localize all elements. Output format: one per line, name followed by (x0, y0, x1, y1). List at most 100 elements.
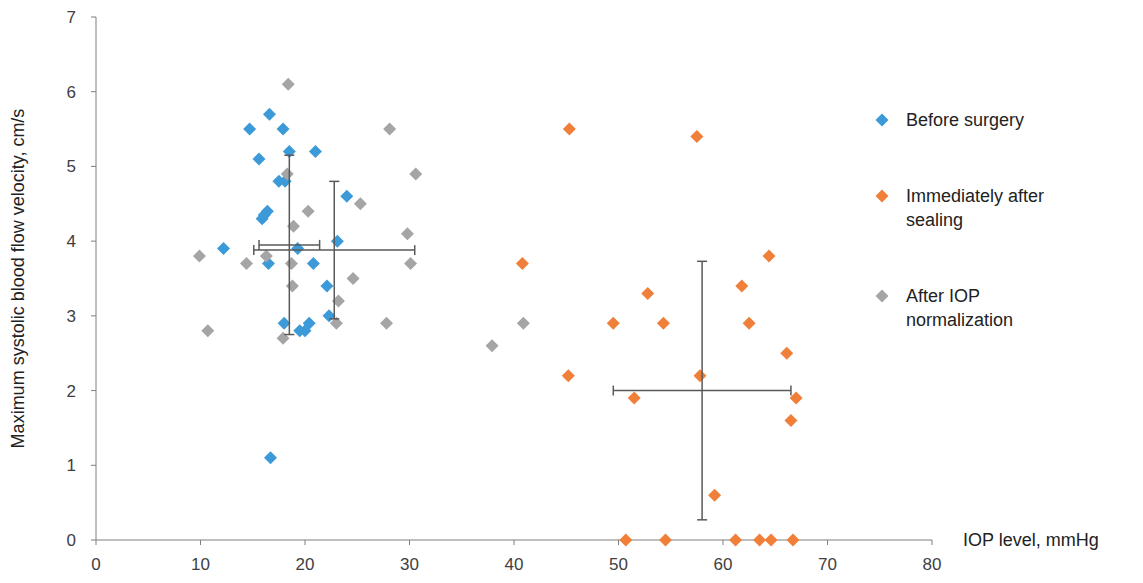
y-tick-label: 3 (67, 307, 76, 326)
point (383, 123, 396, 136)
y-tick (91, 17, 96, 18)
point (735, 279, 748, 292)
error-cap (414, 245, 416, 255)
point (517, 317, 530, 330)
y-tick (91, 390, 96, 391)
x-tick (96, 540, 97, 545)
x-tick (618, 540, 619, 545)
point (201, 324, 214, 337)
y-tick (91, 91, 96, 92)
y-tick-label: 0 (67, 531, 76, 550)
point (307, 257, 320, 270)
y-tick-label: 6 (67, 83, 76, 102)
error-cap (253, 245, 255, 255)
point (253, 152, 266, 165)
point (694, 369, 707, 382)
plot-area (193, 78, 803, 547)
error-cap (319, 240, 321, 250)
legend-line: Immediately after (906, 186, 1044, 206)
y-tick-label: 7 (67, 8, 76, 27)
error-cap (329, 181, 339, 183)
legend-line: After IOP (906, 286, 980, 306)
error-cap (697, 519, 707, 521)
y-tick-label: 4 (67, 232, 76, 251)
point (330, 317, 343, 330)
error-bars (259, 155, 320, 334)
point (784, 414, 797, 427)
point (780, 347, 793, 360)
x-tick (827, 540, 828, 545)
point (409, 167, 422, 180)
x-tick-label: 80 (923, 555, 942, 574)
x-error-bar (254, 249, 415, 251)
legend-label: Before surgery (906, 110, 1024, 130)
x-error-bar (613, 390, 791, 392)
point (659, 534, 672, 547)
legend-marker (876, 290, 889, 303)
y-tick (91, 540, 96, 541)
point (380, 317, 393, 330)
x-tick (932, 540, 933, 545)
point (347, 272, 360, 285)
x-tick (514, 540, 515, 545)
point (762, 250, 775, 263)
point (657, 317, 670, 330)
point (282, 78, 295, 91)
point (240, 257, 253, 270)
legend-line: sealing (906, 210, 963, 230)
point (729, 534, 742, 547)
point (516, 257, 529, 270)
x-tick (305, 540, 306, 545)
point (258, 208, 271, 221)
legend-line: normalization (906, 310, 1013, 330)
y-axis (96, 17, 97, 540)
legend-marker (876, 114, 889, 127)
error-cap (790, 386, 792, 396)
point (320, 279, 333, 292)
legend-marker (876, 190, 889, 203)
point (765, 534, 778, 547)
error-cap (613, 386, 615, 396)
point (562, 369, 575, 382)
point (193, 250, 206, 263)
y-tick-label: 2 (67, 382, 76, 401)
x-tick-label: 10 (191, 555, 210, 574)
legend-label: After IOP normalization (906, 286, 1013, 330)
y-tick-label: 1 (67, 456, 76, 475)
point (277, 123, 290, 136)
error-cap (697, 261, 707, 263)
error-cap (258, 240, 260, 250)
point (787, 534, 800, 547)
chart: 0102030405060708001234567IOP level, mmHg… (0, 0, 1143, 583)
point (277, 332, 290, 345)
point (260, 250, 273, 263)
y-tick (91, 465, 96, 466)
x-error-bar (259, 244, 320, 246)
point (563, 123, 576, 136)
point (331, 235, 344, 248)
point (753, 534, 766, 547)
error-bars (254, 181, 415, 318)
x-tick-label: 20 (296, 555, 315, 574)
y-tick (91, 166, 96, 167)
x-tick-label: 50 (609, 555, 628, 574)
error-cap (284, 154, 294, 156)
point (743, 317, 756, 330)
x-tick-label: 70 (818, 555, 837, 574)
x-tick (723, 540, 724, 545)
point (607, 317, 620, 330)
point (286, 279, 299, 292)
point (291, 242, 304, 255)
point (302, 205, 315, 218)
x-tick (200, 540, 201, 545)
x-tick-label: 30 (400, 555, 419, 574)
error-cap (329, 318, 339, 320)
point (293, 324, 306, 337)
point (628, 392, 641, 405)
x-tick-label: 60 (714, 555, 733, 574)
point (486, 339, 499, 352)
point (690, 130, 703, 143)
legend-label: Immediately after sealing (906, 186, 1044, 230)
point (281, 167, 294, 180)
y-tick (91, 315, 96, 316)
